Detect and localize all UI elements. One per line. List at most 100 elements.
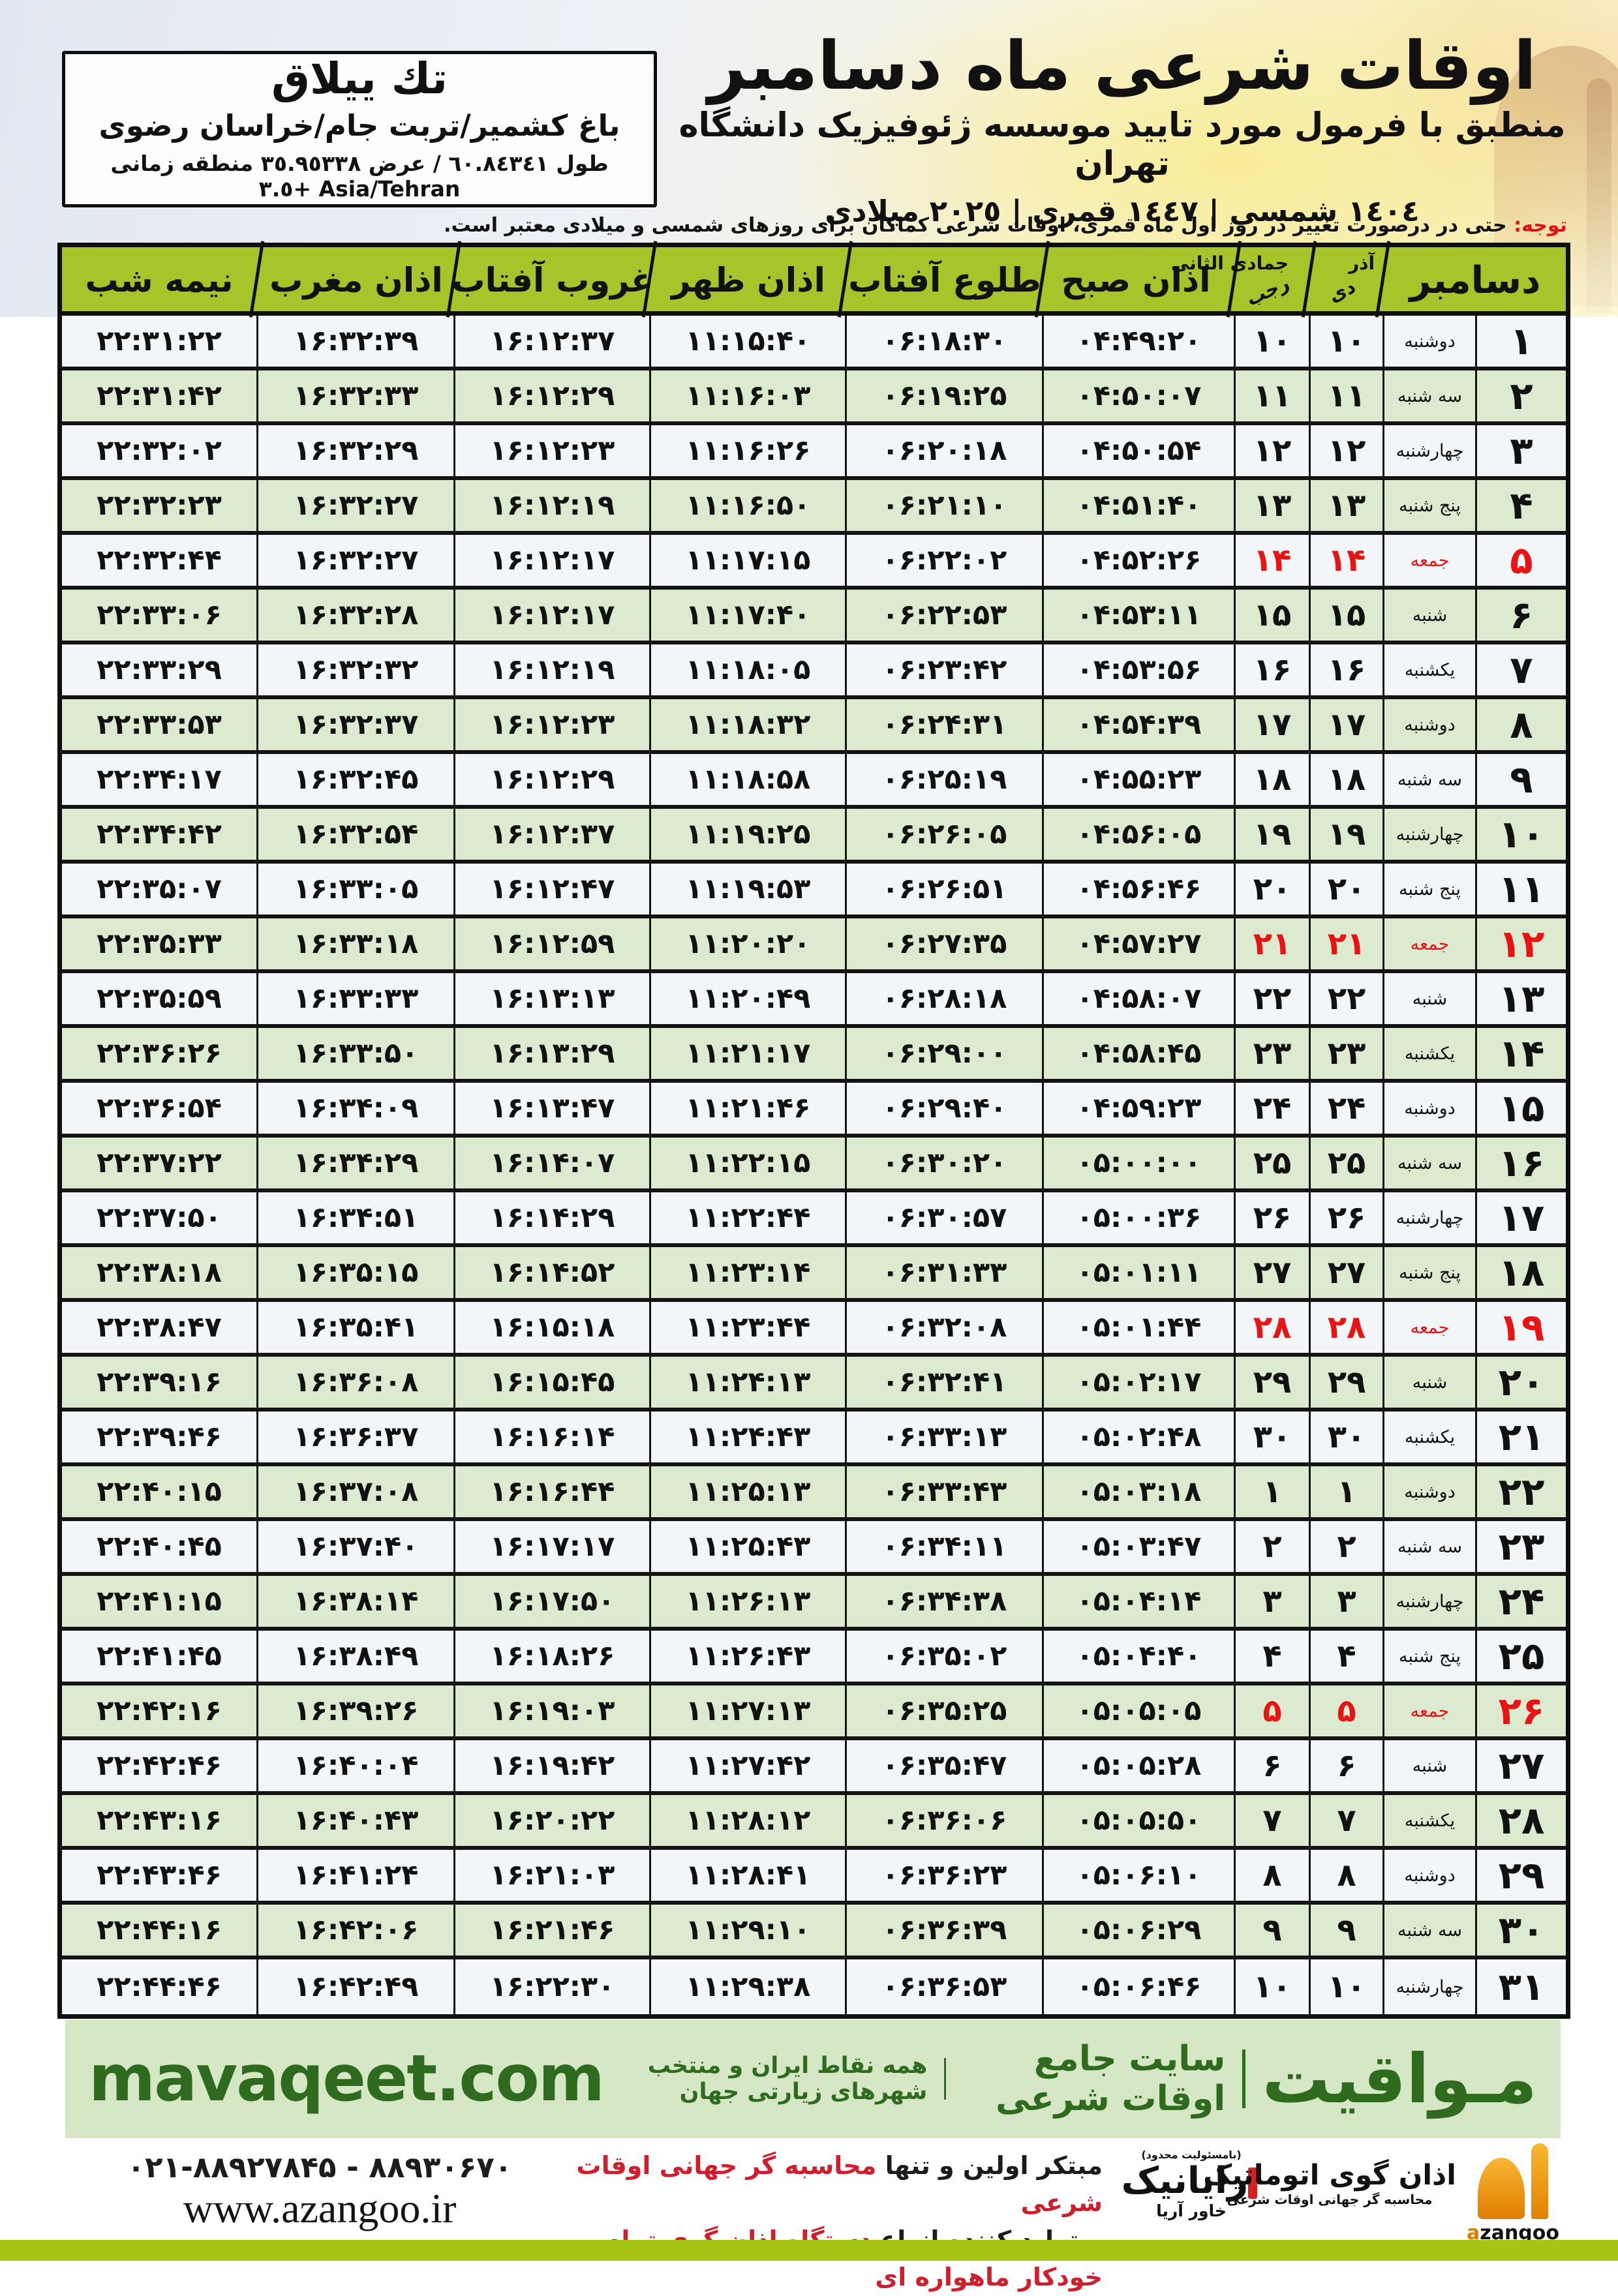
- cell-fajr: ۰۴:۵۸:۴۵: [1044, 1028, 1236, 1079]
- cell-midnight: ۲۲:۳۴:۴۲: [62, 809, 258, 860]
- footer-line1: مبتکر اولین و تنها محاسبه گر جهانی اوقات…: [515, 2147, 1103, 2222]
- cell-noon: ۱۱:۲۶:۱۳: [651, 1576, 847, 1627]
- table-row: ۲۲:۴۳:۴۶ ۱۶:۴۱:۲۴ ۱۶:۲۱:۰۳ ۱۱:۲۸:۴۱ ۰۶:۳…: [62, 1850, 1566, 1905]
- cell-noon: ۱۱:۲۶:۴۳: [651, 1631, 847, 1682]
- cell-midnight: ۲۲:۳۲:۲۳: [62, 480, 258, 531]
- cell-fajr: ۰۵:۰۱:۴۴: [1044, 1302, 1236, 1353]
- cell-midnight: ۲۲:۴۳:۴۶: [62, 1850, 258, 1901]
- header-midnight: نیمه شب: [85, 262, 234, 300]
- cell-midnight: ۲۲:۳۶:۲۶: [62, 1028, 258, 1079]
- cell-sunset: ۱۶:۱۲:۲۹: [455, 370, 651, 421]
- cell-sunrise: ۰۶:۳۲:۴۱: [847, 1357, 1044, 1408]
- cell-fajr: ۰۵:۰۵:۰۵: [1044, 1685, 1236, 1736]
- cell-persian-day: ۱۸: [1311, 754, 1384, 805]
- cell-december-day: ۶: [1510, 593, 1533, 637]
- cell-noon: ۱۱:۱۹:۲۵: [651, 809, 847, 860]
- cell-maghrib: ۱۶:۳۲:۲۹: [258, 425, 455, 476]
- cell-weekday: دوشنبه: [1384, 1083, 1477, 1134]
- cell-noon: ۱۱:۱۸:۵۸: [651, 754, 847, 805]
- cell-noon: ۱۱:۱۵:۴۰: [651, 316, 847, 367]
- cell-december-day: ۱۹: [1498, 1305, 1545, 1350]
- note-warning-label: توجه:: [1514, 214, 1567, 237]
- cell-midnight: ۲۲:۳۵:۵۹: [62, 973, 258, 1024]
- cell-midnight: ۲۲:۳۲:۴۴: [62, 535, 258, 586]
- cell-sunrise: ۰۶:۳۴:۳۸: [847, 1576, 1044, 1627]
- note-line: توجه: حتی در درصورت تغییر در روز اول ماه…: [444, 214, 1567, 237]
- cell-weekday: یکشنبه: [1384, 1795, 1477, 1846]
- cell-persian-day: ۱۲: [1311, 425, 1384, 476]
- cell-persian-day: ۲۸: [1311, 1302, 1384, 1353]
- cell-maghrib: ۱۶:۳۹:۲۶: [258, 1685, 455, 1736]
- cell-noon: ۱۱:۲۸:۴۱: [651, 1850, 847, 1901]
- cell-noon: ۱۱:۲۵:۴۳: [651, 1521, 847, 1572]
- band-url[interactable]: mavaqeet.com: [89, 2042, 605, 2116]
- cell-persian-day: ۲۶: [1311, 1192, 1384, 1243]
- cell-midnight: ۲۲:۴۲:۱۶: [62, 1685, 258, 1736]
- table-row: ۲۲:۴۱:۱۵ ۱۶:۳۸:۱۴ ۱۶:۱۷:۵۰ ۱۱:۲۶:۱۳ ۰۶:۳…: [62, 1576, 1566, 1631]
- table-row: ۲۲:۴۴:۴۶ ۱۶:۴۲:۴۹ ۱۶:۲۲:۳۰ ۱۱:۲۹:۳۸ ۰۶:۳…: [62, 1959, 1566, 2014]
- cell-fajr: ۰۴:۵۳:۵۶: [1044, 644, 1236, 695]
- cell-midnight: ۲۲:۳۳:۵۳: [62, 699, 258, 750]
- cell-hijri-day: ۵: [1236, 1685, 1311, 1736]
- cell-hijri-day: ۱۲: [1236, 425, 1311, 476]
- header-december: دسامبر: [1409, 259, 1541, 302]
- cell-noon: ۱۱:۱۹:۵۳: [651, 864, 847, 914]
- cell-maghrib: ۱۶:۳۶:۳۷: [258, 1412, 455, 1462]
- cell-midnight: ۲۲:۳۵:۰۷: [62, 864, 258, 914]
- cell-sunrise: ۰۶:۲۲:۵۳: [847, 590, 1044, 641]
- cell-december-day: ۲۱: [1498, 1415, 1545, 1459]
- rayanik-logo: (بامسئولیت محدود) رایانیک خاور آریا: [1113, 2149, 1270, 2220]
- cell-midnight: ۲۲:۴۱:۱۵: [62, 1576, 258, 1627]
- cell-noon: ۱۱:۲۴:۱۳: [651, 1357, 847, 1408]
- table-body: ۲۲:۳۱:۲۲ ۱۶:۳۲:۳۹ ۱۶:۱۲:۳۷ ۱۱:۱۵:۴۰ ۰۶:۱…: [62, 316, 1566, 2014]
- prayer-times-table: نیمه شب اذان مغرب غروب آفتاب اذان ظهر طل…: [57, 241, 1570, 2019]
- cell-december-day: ۲۶: [1498, 1689, 1545, 1733]
- cell-persian-day: ۲۴: [1311, 1083, 1384, 1134]
- bottom-green-bar: [0, 2240, 1618, 2261]
- cell-hijri-day: ۲۵: [1236, 1138, 1311, 1188]
- cell-midnight: ۲۲:۳۳:۰۶: [62, 590, 258, 641]
- cell-sunrise: ۰۶:۲۸:۱۸: [847, 973, 1044, 1024]
- cell-sunrise: ۰۶:۱۸:۳۰: [847, 316, 1044, 367]
- cell-weekday: چهارشنبه: [1384, 1576, 1477, 1627]
- cell-midnight: ۲۲:۳۹:۱۶: [62, 1357, 258, 1408]
- cell-midnight: ۲۲:۴۰:۱۵: [62, 1466, 258, 1517]
- cell-maghrib: ۱۶:۳۲:۴۵: [258, 754, 455, 805]
- cell-weekday: شنبه: [1384, 1740, 1477, 1791]
- cell-hijri-day: ۹: [1236, 1905, 1311, 1956]
- table-row: ۲۲:۳۹:۴۶ ۱۶:۳۶:۳۷ ۱۶:۱۶:۱۴ ۱۱:۲۴:۴۳ ۰۶:۳…: [62, 1412, 1566, 1466]
- cell-fajr: ۰۴:۵۳:۱۱: [1044, 590, 1236, 641]
- cell-hijri-day: ۱۴: [1236, 535, 1311, 586]
- cell-noon: ۱۱:۲۹:۱۰: [651, 1905, 847, 1956]
- cell-december-day: ۲۳: [1498, 1524, 1545, 1569]
- cell-december-day: ۲۲: [1498, 1470, 1545, 1514]
- cell-sunset: ۱۶:۲۱:۴۶: [455, 1905, 651, 1956]
- cell-fajr: ۰۴:۵۴:۳۹: [1044, 699, 1236, 750]
- band-separator: [1242, 2049, 1245, 2108]
- cell-persian-day: ۱۴: [1311, 535, 1384, 586]
- band-site-label: سایت جامع اوقات شرعی: [995, 2039, 1226, 2119]
- cell-december-day: ۳۱: [1498, 1965, 1545, 2009]
- cell-hijri-day: ۲۸: [1236, 1302, 1311, 1353]
- cell-noon: ۱۱:۱۸:۳۲: [651, 699, 847, 750]
- rayanik-note: (بامسئولیت محدود): [1141, 2149, 1242, 2161]
- cell-maghrib: ۱۶:۳۵:۴۱: [258, 1302, 455, 1353]
- footer-website[interactable]: www.azangoo.ir: [183, 2185, 457, 2231]
- cell-december-day: ۲۵: [1498, 1634, 1545, 1678]
- header-sunrise: طلوع آفتاب: [848, 262, 1041, 300]
- cell-persian-day: ۱۰: [1311, 316, 1384, 367]
- cell-weekday: جمعه: [1384, 1685, 1477, 1736]
- cell-december-day: ۵: [1510, 538, 1533, 582]
- cell-sunrise: ۰۶:۳۴:۱۱: [847, 1521, 1044, 1572]
- cell-midnight: ۲۲:۴۰:۴۵: [62, 1521, 258, 1572]
- cell-sunrise: ۰۶:۳۶:۲۳: [847, 1850, 1044, 1901]
- table-row: ۲۲:۴۲:۱۶ ۱۶:۳۹:۲۶ ۱۶:۱۹:۰۳ ۱۱:۲۷:۱۳ ۰۶:۳…: [62, 1685, 1566, 1740]
- cell-fajr: ۰۵:۰۱:۱۱: [1044, 1247, 1236, 1298]
- cell-fajr: ۰۴:۵۱:۴۰: [1044, 480, 1236, 531]
- cell-sunset: ۱۶:۱۳:۲۹: [455, 1028, 651, 1079]
- footer-description: مبتکر اولین و تنها محاسبه گر جهانی اوقات…: [515, 2147, 1103, 2296]
- cell-december-day: ۱۰: [1498, 812, 1545, 856]
- cell-sunset: ۱۶:۲۲:۳۰: [455, 1959, 651, 2014]
- cell-noon: ۱۱:۱۷:۱۵: [651, 535, 847, 586]
- cell-sunset: ۱۶:۱۲:۲۳: [455, 425, 651, 476]
